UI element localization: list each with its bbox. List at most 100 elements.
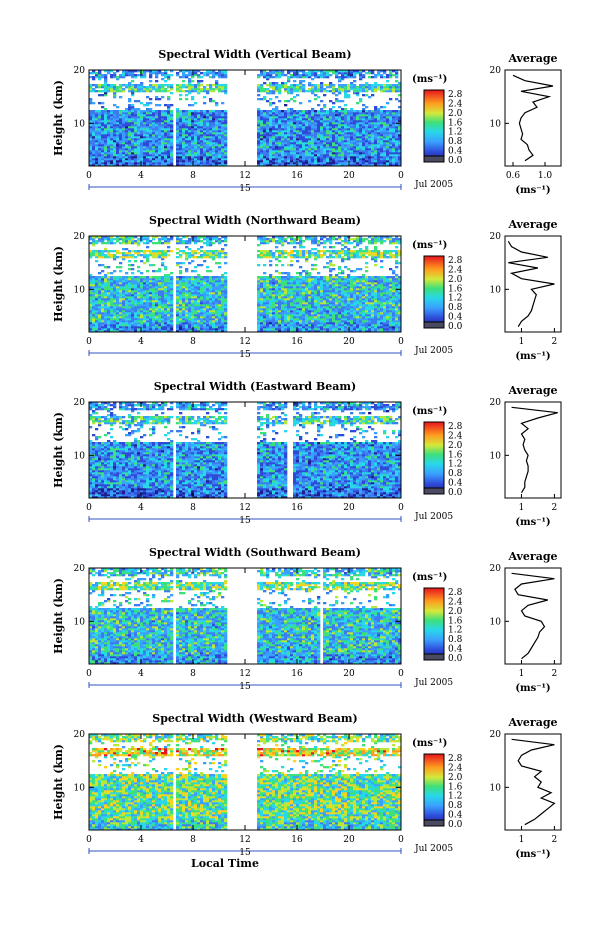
x-tick-label: 0	[398, 835, 404, 845]
x-tick-label: 8	[190, 503, 196, 513]
y-tick-label: 20	[74, 232, 86, 242]
colorbar-tick-label: 0.0	[448, 322, 463, 332]
y-axis-label: Height (km)	[52, 80, 65, 156]
month-label: Jul 2005	[414, 180, 453, 190]
x-axis-label: Local Time	[191, 857, 259, 870]
colorbar-tick-label: 0.0	[448, 654, 463, 664]
colorbar-gradient	[424, 256, 444, 328]
profile-x-tick-label: 2	[552, 835, 558, 845]
colorbar-underflow	[424, 488, 444, 494]
x-tick-label: 4	[138, 171, 144, 181]
colorbar-underflow	[424, 820, 444, 826]
x-tick-label: 16	[291, 669, 303, 679]
profile-x-label: (ms⁻¹)	[515, 517, 550, 528]
x-tick-label: 12	[239, 503, 250, 513]
y-tick-label: 10	[74, 451, 86, 461]
y-tick-label: 20	[74, 398, 86, 408]
colorbar: (ms⁻¹)2.82.42.01.61.20.80.40.0	[412, 406, 463, 498]
colorbar: (ms⁻¹)2.82.42.01.61.20.80.40.0	[412, 738, 463, 830]
profile-line	[513, 75, 553, 160]
x-tick-label: 0	[86, 835, 92, 845]
profile-x-tick-label: 1	[519, 669, 525, 679]
panel-1: Spectral Width (Northward Beam)2010Heigh…	[52, 214, 561, 362]
x-tick-label: 0	[398, 337, 404, 347]
y-axis-label: Height (km)	[52, 578, 65, 654]
x-tick-label: 16	[291, 835, 303, 845]
profile-y-tick-label: 10	[490, 285, 502, 295]
x-tick-label: 4	[138, 835, 144, 845]
colorbar: (ms⁻¹)2.82.42.01.61.20.80.40.0	[412, 572, 463, 664]
y-tick-label: 10	[74, 285, 86, 295]
x-tick-label: 8	[190, 669, 196, 679]
colorbar-gradient	[424, 422, 444, 494]
date-label: 15	[239, 516, 251, 526]
profile-title: Average	[507, 52, 557, 65]
profile-x-label: (ms⁻¹)	[515, 351, 550, 362]
colorbar-unit: (ms⁻¹)	[412, 74, 447, 85]
x-tick-label: 20	[343, 835, 355, 845]
panel-3: Spectral Width (Southward Beam)2010Heigh…	[52, 546, 561, 694]
panel-title: Spectral Width (Westward Beam)	[152, 712, 357, 725]
colorbar-unit: (ms⁻¹)	[412, 738, 447, 749]
x-tick-label: 0	[86, 503, 92, 513]
month-label: Jul 2005	[414, 844, 453, 854]
x-tick-label: 12	[239, 835, 250, 845]
profile-x-tick-label: 0.6	[506, 171, 521, 181]
month-label: Jul 2005	[414, 678, 453, 688]
x-tick-label: 8	[190, 337, 196, 347]
profile-line	[508, 241, 554, 326]
month-label: Jul 2005	[414, 346, 453, 356]
profile-y-tick-label: 20	[490, 232, 502, 242]
profile-frame	[505, 734, 561, 830]
x-tick-label: 0	[398, 503, 404, 513]
profile-y-tick-label: 20	[490, 730, 502, 740]
colorbar-unit: (ms⁻¹)	[412, 240, 447, 251]
heatmap-cells	[89, 568, 401, 664]
x-tick-label: 20	[343, 171, 355, 181]
profile-y-tick-label: 10	[490, 617, 502, 627]
profile-y-tick-label: 10	[490, 783, 502, 793]
y-axis-label: Height (km)	[52, 744, 65, 820]
y-tick-label: 10	[74, 119, 86, 129]
profile-line	[512, 573, 555, 658]
date-label: 15	[239, 682, 251, 692]
y-tick-label: 20	[74, 564, 86, 574]
profile-y-tick-label: 20	[490, 564, 502, 574]
panel-0: Spectral Width (Vertical Beam)2010Height…	[52, 48, 561, 196]
panel-title: Spectral Width (Eastward Beam)	[154, 380, 356, 393]
panel-4: Spectral Width (Westward Beam)2010Height…	[52, 712, 561, 870]
x-tick-label: 12	[239, 337, 250, 347]
heatmap-cells	[89, 70, 401, 166]
profile-x-tick-label: 1	[519, 337, 525, 347]
profile-y-tick-label: 10	[490, 451, 502, 461]
colorbar-underflow	[424, 156, 444, 162]
profile-x-tick-label: 2	[552, 669, 558, 679]
y-tick-label: 10	[74, 783, 86, 793]
heatmap-cells	[89, 734, 401, 830]
heatmap-cells	[89, 402, 401, 498]
x-tick-label: 0	[86, 669, 92, 679]
colorbar-tick-label: 0.0	[448, 156, 463, 166]
x-tick-label: 12	[239, 171, 250, 181]
y-axis-label: Height (km)	[52, 412, 65, 488]
y-axis-label: Height (km)	[52, 246, 65, 322]
colorbar-tick-label: 0.0	[448, 488, 463, 498]
profile-y-tick-label: 10	[490, 119, 502, 129]
profile-x-label: (ms⁻¹)	[515, 185, 550, 196]
profile-x-tick-label: 1	[519, 835, 525, 845]
x-tick-label: 12	[239, 669, 250, 679]
colorbar-unit: (ms⁻¹)	[412, 406, 447, 417]
profile-title: Average	[507, 218, 557, 231]
colorbar-underflow	[424, 654, 444, 660]
profile-frame	[505, 70, 561, 166]
colorbar: (ms⁻¹)2.82.42.01.61.20.80.40.0	[412, 74, 463, 166]
